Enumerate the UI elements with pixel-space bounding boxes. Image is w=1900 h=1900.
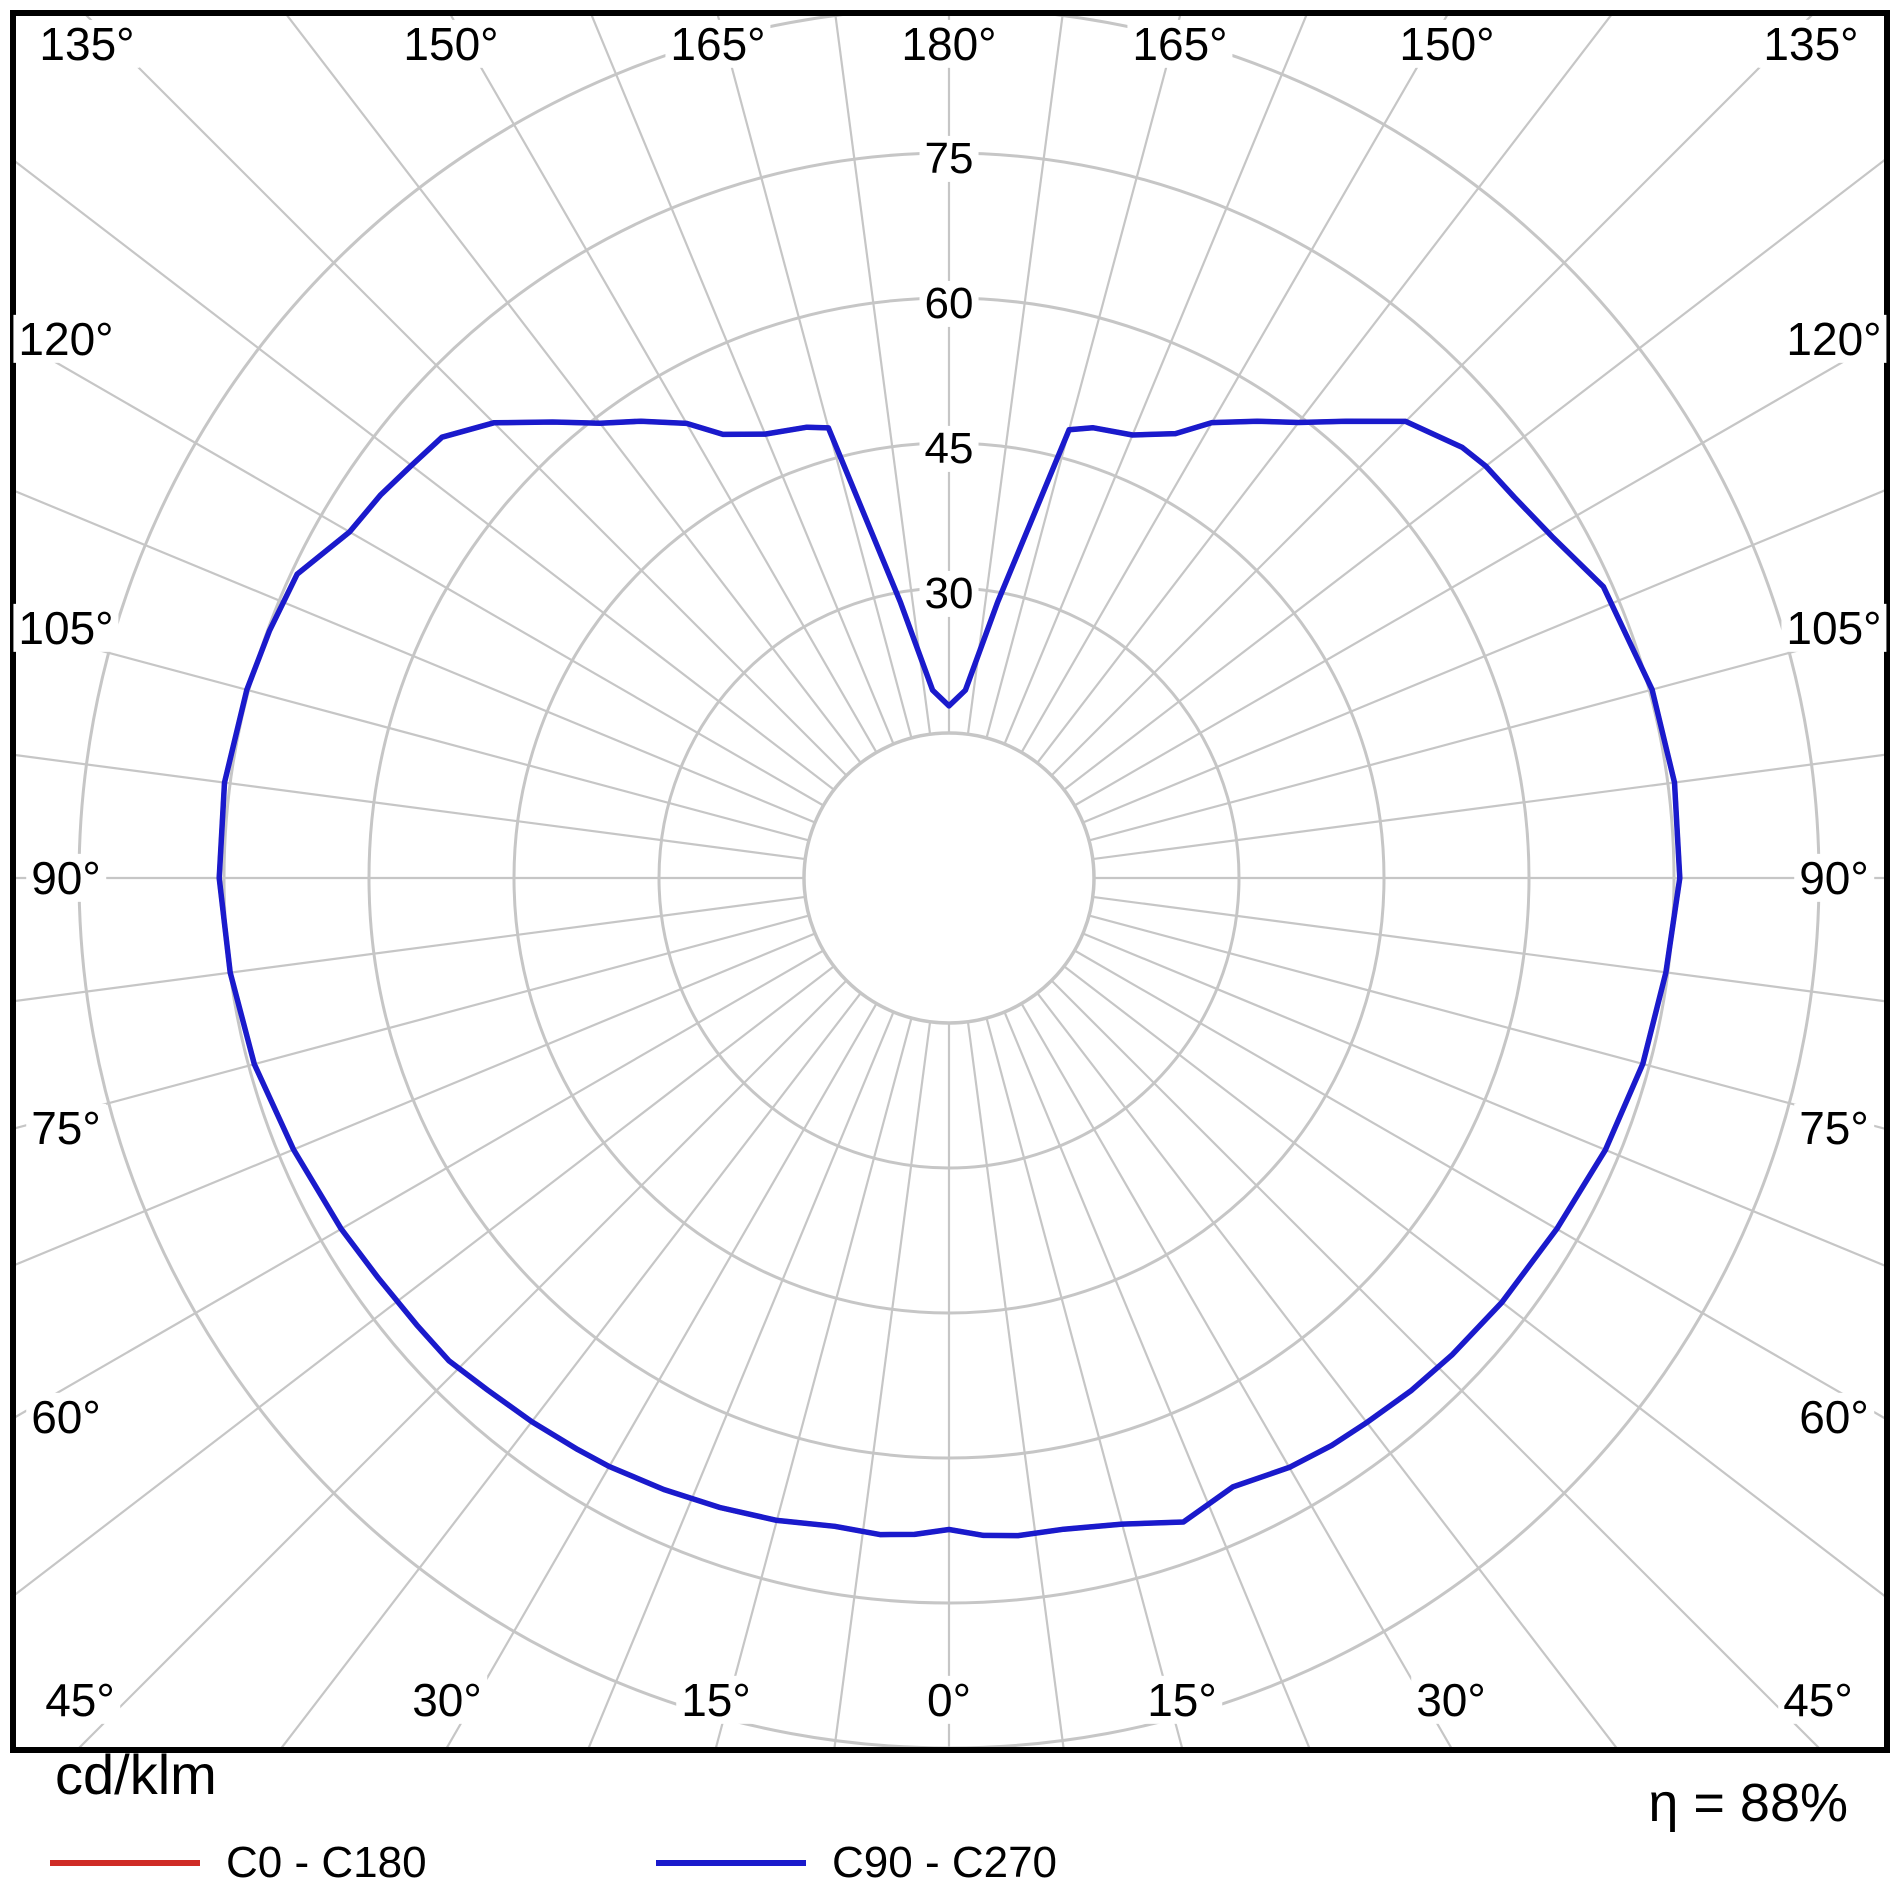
grid-spoke <box>966 16 1064 735</box>
grid-spoke <box>16 932 816 1266</box>
grid-spoke <box>1003 16 1308 745</box>
grid-spoke <box>16 949 824 1418</box>
grid-spoke <box>1036 16 1612 764</box>
grid-spoke <box>1088 914 1884 1130</box>
grid-spoke <box>16 626 810 842</box>
grid-spoke <box>985 1017 1183 1747</box>
grid-spoke <box>286 16 862 764</box>
grid-spoke <box>16 754 806 861</box>
grid-spoke <box>590 16 895 745</box>
curve-c90-c270 <box>216 418 1683 1539</box>
grid-spoke <box>1063 159 1884 791</box>
grid-spoke <box>1020 1003 1452 1747</box>
grid-ring-15 <box>802 731 1096 1025</box>
grid-spoke <box>16 965 835 1596</box>
legend-label-c90-c270: C90 - C270 <box>832 1838 1058 1887</box>
grid-spoke <box>1036 992 1618 1747</box>
grid-spoke <box>1063 965 1884 1597</box>
grid-spoke <box>450 16 878 753</box>
grid-spoke <box>16 895 806 1002</box>
grid-spoke <box>446 1003 878 1747</box>
unit-label: cd/klm <box>55 1743 217 1806</box>
grid-spoke <box>1092 895 1884 1003</box>
grid-spoke <box>1074 949 1884 1420</box>
legend-line-c0-c180 <box>50 1860 200 1866</box>
grid-spoke <box>1082 932 1884 1267</box>
grid-spoke <box>16 338 824 807</box>
grid-spoke <box>833 1021 932 1747</box>
grid-spoke <box>1020 16 1448 753</box>
grid-spoke <box>280 992 862 1747</box>
grid-spoke <box>16 490 816 824</box>
grid-spoke <box>715 1017 913 1747</box>
grid-spoke <box>1092 753 1884 861</box>
legend: C0 - C180 C90 - C270 <box>0 1838 1900 1888</box>
efficiency-label: η = 88% <box>1648 1773 1848 1833</box>
grid-spoke <box>834 16 932 735</box>
grid-spoke <box>16 160 835 791</box>
grid-spoke <box>16 914 810 1130</box>
legend-label-c0-c180: C0 - C180 <box>226 1838 427 1887</box>
grid-spoke <box>1082 489 1884 824</box>
grid-spoke <box>1074 336 1884 807</box>
grid-spoke <box>1003 1011 1311 1747</box>
plot-frame <box>10 10 1890 1753</box>
grid-spoke <box>716 16 913 739</box>
grid-spoke <box>985 16 1182 739</box>
grid-spoke <box>587 1011 895 1747</box>
grid-spoke <box>966 1021 1065 1747</box>
legend-line-c90-c270 <box>656 1860 806 1866</box>
grid-spoke <box>1088 626 1884 842</box>
